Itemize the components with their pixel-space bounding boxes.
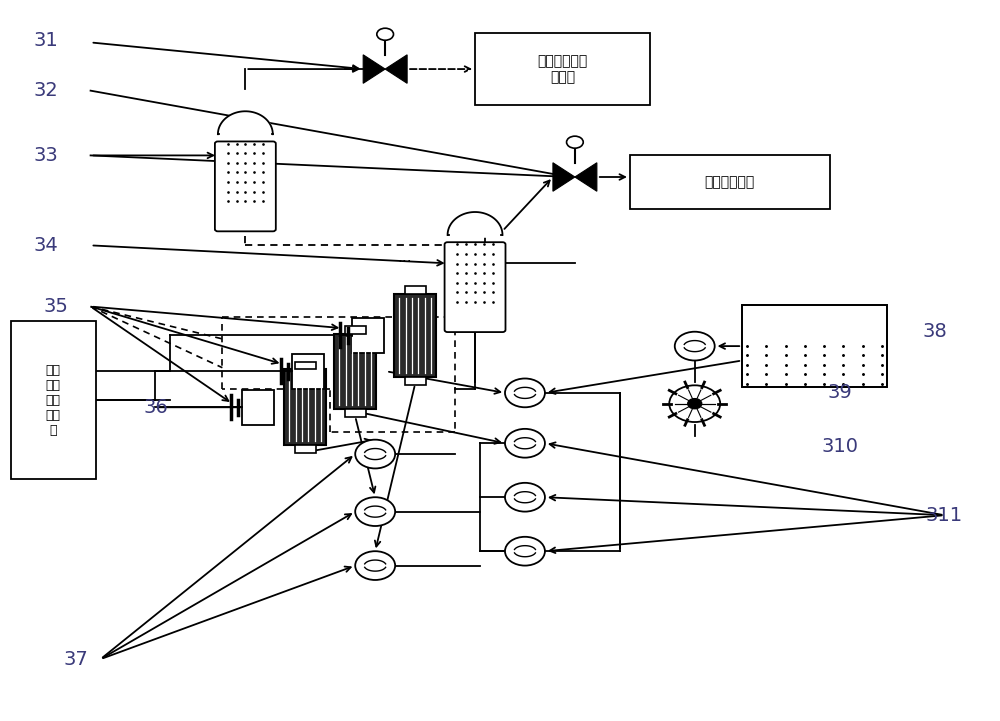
Text: 氢气纯化组件: 氢气纯化组件 [705,175,755,190]
Bar [345,409,366,417]
Text: 37: 37 [63,650,88,668]
Text: ...: ... [398,250,412,265]
FancyBboxPatch shape [445,242,505,332]
Bar [475,33,650,105]
Bar [334,334,376,409]
Text: 氧气纯化组件
或排空: 氧气纯化组件 或排空 [537,54,588,84]
Circle shape [505,429,545,458]
Bar [295,445,316,453]
Circle shape [355,551,395,580]
Bar [394,294,436,376]
Text: 310: 310 [821,438,858,456]
Text: 34: 34 [33,236,58,255]
Text: 31: 31 [33,31,58,50]
Circle shape [355,440,395,469]
Bar [630,156,830,209]
Bar [405,286,426,294]
Circle shape [688,399,702,409]
Bar [242,390,274,425]
Text: 33: 33 [33,146,58,165]
Bar [742,305,887,387]
Bar [295,362,316,369]
Bar [352,318,384,353]
Text: 35: 35 [43,297,68,316]
Polygon shape [363,55,385,84]
Polygon shape [553,163,575,191]
Text: 32: 32 [33,81,58,100]
Circle shape [505,379,545,407]
Bar [292,354,324,389]
Bar [11,321,96,479]
Bar [742,305,887,387]
Text: 39: 39 [827,384,852,402]
Text: 36: 36 [143,398,168,417]
Bar [405,376,426,385]
Text: 38: 38 [922,322,947,341]
Text: 311: 311 [926,505,963,525]
Circle shape [505,483,545,512]
Circle shape [669,385,720,422]
Circle shape [675,332,715,360]
Bar [345,326,366,334]
Circle shape [355,497,395,526]
FancyBboxPatch shape [215,141,276,231]
Circle shape [505,537,545,565]
Bar [284,369,326,445]
Polygon shape [575,163,597,191]
Circle shape [377,28,394,40]
Polygon shape [385,55,407,84]
Text: 系统
功率
分流
控制
器: 系统 功率 分流 控制 器 [46,363,61,437]
Circle shape [567,136,583,149]
